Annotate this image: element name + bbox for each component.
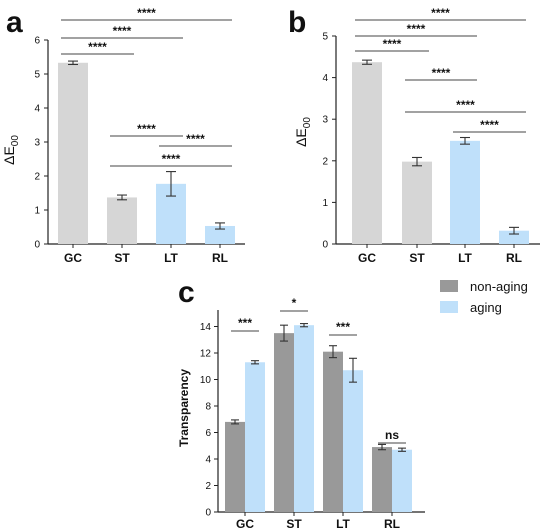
- y-tick-label: 6: [205, 428, 211, 439]
- panel-c-legend: non-aging aging: [440, 279, 528, 315]
- bar-lt: [450, 140, 480, 244]
- y-tick-label: 5: [322, 32, 328, 43]
- bar-gc: [352, 62, 382, 244]
- significance-label: *: [292, 296, 297, 310]
- y-tick-label: 0: [34, 240, 40, 251]
- significance-label: ****: [137, 122, 156, 136]
- panel-b: b ΔE00 0 1 2 3 4 5 GC ST LT RL **** **** **** **** ***…: [288, 6, 540, 265]
- significance-label: ****: [407, 22, 426, 36]
- y-tick-label: 3: [322, 115, 328, 126]
- significance-label: ****: [456, 98, 475, 112]
- x-tick-label: RL: [212, 251, 228, 265]
- panel-c-ylabel: Transparency: [177, 369, 191, 447]
- legend-swatch-aging: [440, 301, 458, 313]
- y-tick-label: 12: [200, 349, 212, 360]
- significance-label: ***: [336, 320, 350, 334]
- bar-non-aging-gc: [225, 421, 245, 512]
- y-tick-label: 4: [34, 104, 40, 115]
- panel-a: a ΔE00 0 1 2 3 4 5 6 GC ST LT RL **** **** **** **** **…: [1, 6, 245, 265]
- significance-label: ***: [238, 316, 252, 330]
- significance-label: ****: [431, 6, 450, 20]
- x-tick-label: ST: [114, 251, 130, 265]
- y-tick-label: 14: [200, 322, 212, 333]
- legend-label-aging: aging: [470, 300, 502, 315]
- y-tick-label: 0: [205, 508, 211, 519]
- x-tick-label: RL: [384, 517, 400, 531]
- y-tick-label: 0: [322, 240, 328, 251]
- panel-a-ylabel: ΔE00: [1, 135, 21, 165]
- bar-non-aging-lt: [323, 351, 343, 512]
- bar-non-aging-rl: [372, 447, 392, 512]
- y-tick-label: 3: [34, 138, 40, 149]
- significance-label: ****: [432, 66, 451, 80]
- y-tick-label: 2: [322, 156, 328, 167]
- x-tick-label: LT: [336, 517, 350, 531]
- bar-st: [107, 197, 137, 244]
- x-tick-label: GC: [358, 251, 376, 265]
- x-tick-label: GC: [64, 251, 82, 265]
- bar-aging-st: [294, 325, 314, 512]
- legend-label-non-aging: non-aging: [470, 279, 528, 294]
- y-tick-label: 2: [205, 481, 211, 492]
- bar-aging-lt: [343, 370, 363, 512]
- x-tick-label: ST: [409, 251, 425, 265]
- y-tick-label: 4: [322, 73, 328, 84]
- panel-b-ylabel: ΔE00: [293, 117, 313, 147]
- bar-rl: [499, 230, 529, 244]
- panel-b-plot: 0 1 2 3 4 5 GC ST LT RL **** **** **** **** **** ****: [322, 6, 540, 265]
- bar-st: [402, 161, 432, 244]
- significance-label: ****: [88, 40, 107, 54]
- significance-label: ****: [162, 152, 181, 166]
- y-tick-label: 6: [34, 36, 40, 47]
- panel-c-letter: c: [178, 276, 195, 309]
- panel-b-letter: b: [288, 6, 306, 39]
- significance-label: ****: [137, 6, 156, 20]
- significance-label: ****: [383, 37, 402, 51]
- significance-label: ns: [385, 428, 399, 442]
- x-tick-label: GC: [236, 517, 254, 531]
- y-tick-label: 8: [205, 402, 211, 413]
- x-tick-label: RL: [506, 251, 522, 265]
- y-tick-label: 5: [34, 70, 40, 81]
- y-tick-label: 1: [322, 198, 328, 209]
- bar-rl: [205, 225, 235, 244]
- x-tick-label: LT: [164, 251, 178, 265]
- y-tick-label: 1: [34, 206, 40, 217]
- y-tick-label: 4: [205, 455, 211, 466]
- x-tick-label: ST: [286, 517, 302, 531]
- bar-aging-rl: [392, 449, 412, 512]
- significance-label: ****: [186, 132, 205, 146]
- y-tick-label: 2: [34, 172, 40, 183]
- x-tick-label: LT: [458, 251, 472, 265]
- bar-gc: [58, 62, 88, 244]
- legend-swatch-non-aging: [440, 280, 458, 292]
- bar-non-aging-st: [274, 333, 294, 512]
- y-tick-label: 10: [200, 375, 212, 386]
- panel-a-letter: a: [6, 6, 23, 39]
- significance-label: ****: [113, 24, 132, 38]
- panel-a-plot: 0 1 2 3 4 5 6 GC ST LT RL **** **** **** **** **** ****: [34, 6, 245, 265]
- significance-label: ****: [480, 118, 499, 132]
- bar-aging-gc: [245, 362, 265, 512]
